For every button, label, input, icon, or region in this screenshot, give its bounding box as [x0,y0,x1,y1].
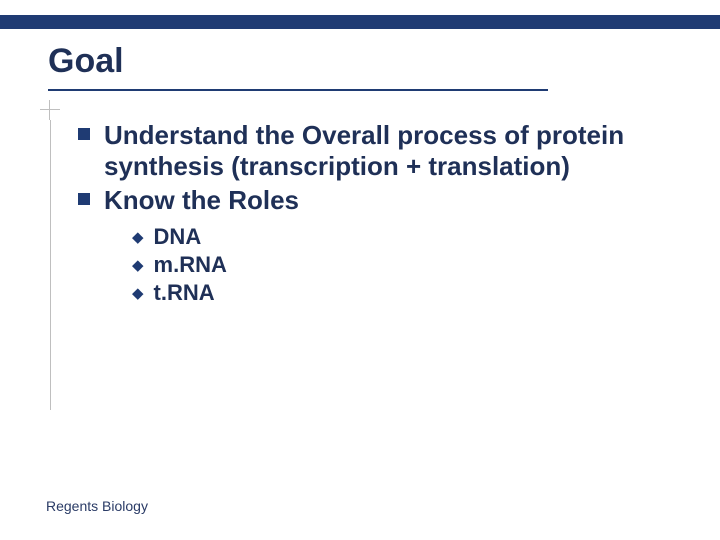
diamond-bullet-icon: ◆ [132,228,144,246]
bullet-level2: ◆ m.RNA [132,252,698,278]
sub-bullet-text: m.RNA [154,252,227,278]
square-bullet-icon [78,128,90,140]
bullet-level1: Know the Roles [78,185,698,216]
title-area: Goal [48,42,688,91]
vertical-rule [50,120,51,410]
sub-bullet-text: t.RNA [154,280,215,306]
bullet-level1: Understand the Overall process of protei… [78,120,698,181]
bullet-text: Understand the Overall process of protei… [104,120,698,181]
diamond-bullet-icon: ◆ [132,284,144,302]
bullet-level2: ◆ t.RNA [132,280,698,306]
content-body: Understand the Overall process of protei… [78,120,698,308]
bullet-text: Know the Roles [104,185,299,216]
header-bar [0,15,720,29]
bullet-level2: ◆ DNA [132,224,698,250]
slide-title: Goal [48,42,688,87]
sub-bullet-group: ◆ DNA ◆ m.RNA ◆ t.RNA [132,224,698,306]
square-bullet-icon [78,193,90,205]
diamond-bullet-icon: ◆ [132,256,144,274]
title-underline [48,89,548,91]
footer-text: Regents Biology [46,498,148,514]
crosshair-icon [40,100,60,120]
sub-bullet-text: DNA [154,224,202,250]
